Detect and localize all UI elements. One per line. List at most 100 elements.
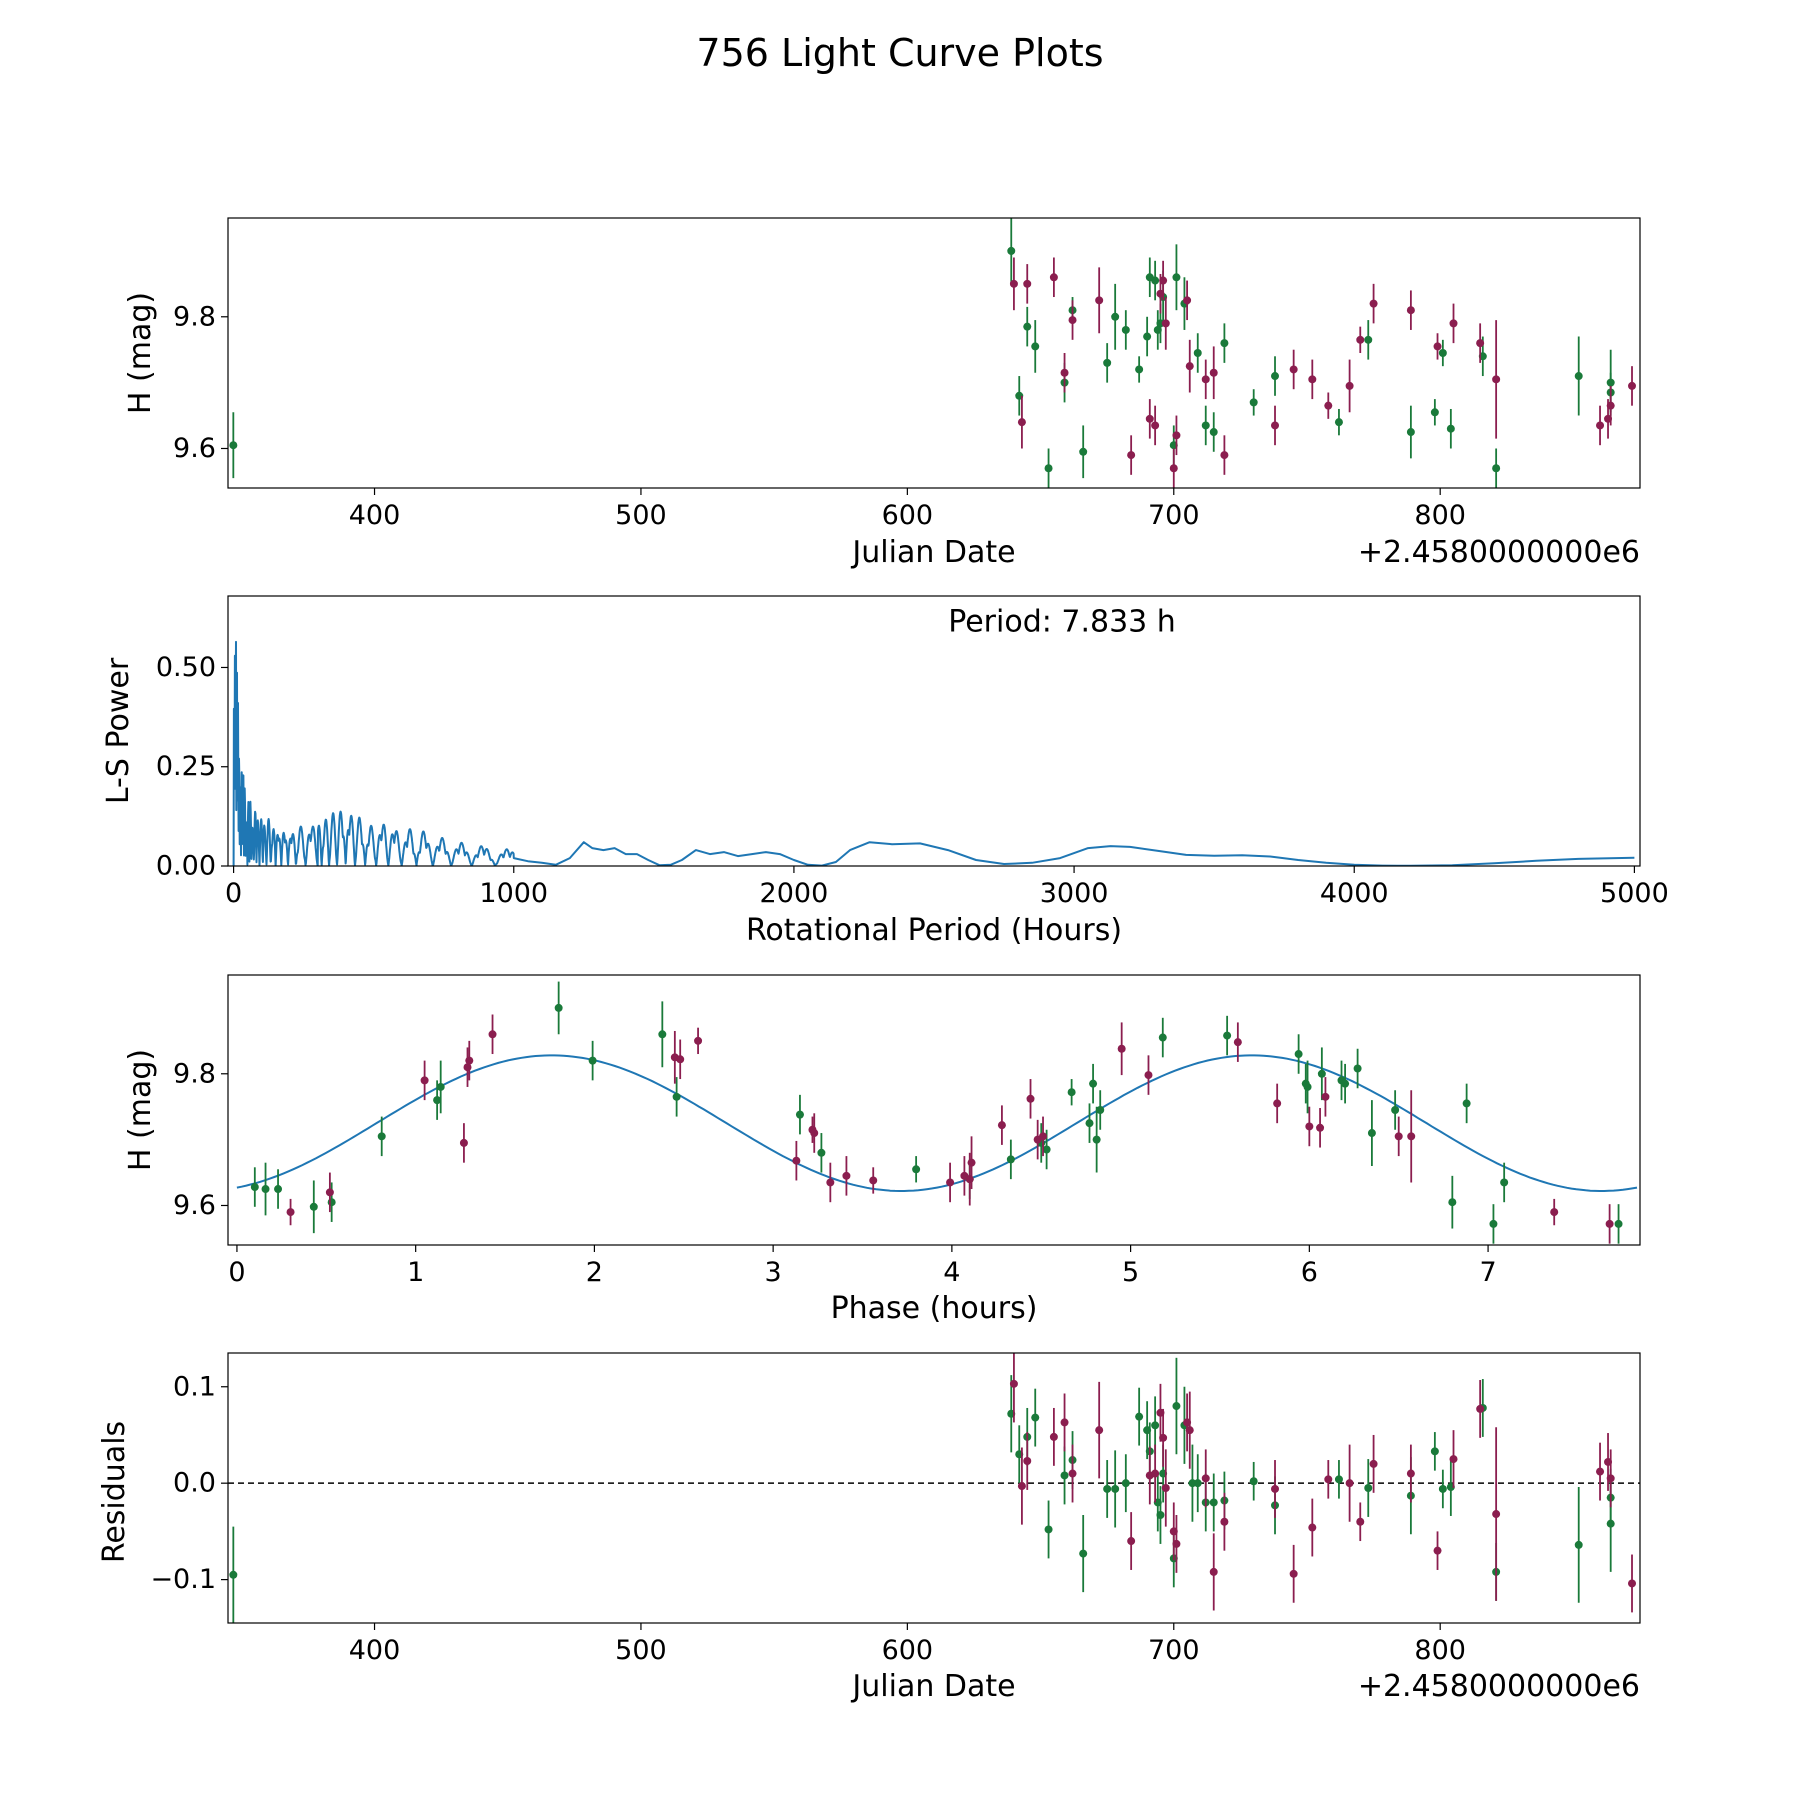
residuals-plot: [228, 1353, 1640, 1623]
phased-point-green: [1353, 1064, 1362, 1073]
period-annotation: Period: 7.833 h: [948, 605, 1176, 640]
phased-point-green: [1341, 1079, 1350, 1088]
residuals-point-maroon: [1159, 1433, 1168, 1442]
residuals-point-maroon: [1356, 1517, 1365, 1526]
phased-xtick-label: 5: [1122, 1257, 1139, 1288]
lightcurve-offset-text: +2.4580000000e6: [1358, 535, 1640, 570]
lightcurve-point-green: [1031, 342, 1040, 351]
periodogram-line: [232, 640, 1635, 866]
phased-point-green: [1367, 1129, 1376, 1138]
lightcurve-point-maroon: [1476, 339, 1485, 348]
lightcurve-point-green: [1209, 428, 1218, 437]
residuals-offset-text: +2.4580000000e6: [1358, 1669, 1640, 1704]
phased-point-green: [1089, 1079, 1098, 1088]
residuals-point-green: [1031, 1413, 1040, 1422]
residuals-point-green: [1193, 1479, 1202, 1488]
phased-point-green: [327, 1198, 336, 1207]
phased-point-green: [261, 1185, 270, 1194]
phased-xticks: 0 1 2 3 4 5 6 7: [228, 1245, 1497, 1288]
residuals-xtick-label: 500: [615, 1635, 667, 1666]
periodogram-yticks: 0.00 0.25 0.50: [156, 652, 228, 882]
phased-point-green: [436, 1082, 445, 1091]
residuals-xtick-label: 400: [349, 1635, 401, 1666]
periodogram-xtick-label: 4000: [1320, 878, 1389, 909]
phased-point-maroon: [676, 1055, 685, 1064]
residuals-ytick-label: 0.0: [173, 1468, 216, 1499]
residuals-point-maroon: [1017, 1482, 1026, 1491]
phased-point-maroon: [965, 1175, 974, 1184]
lightcurve-point-green: [1446, 424, 1455, 433]
lightcurve-point-maroon: [1596, 421, 1605, 430]
phased-point-green: [1489, 1219, 1498, 1228]
lightcurve-point-maroon: [1161, 319, 1170, 328]
lightcurve-point-green: [1143, 332, 1152, 341]
lightcurve-point-maroon: [1492, 375, 1501, 384]
residuals-point-maroon: [1151, 1469, 1160, 1478]
residuals-point-green: [1135, 1412, 1144, 1421]
phased-yticks: 9.6 9.8: [173, 1058, 228, 1221]
phased-point-maroon: [1394, 1132, 1403, 1141]
periodogram-xlabel: Rotational Period (Hours): [746, 913, 1122, 948]
residuals-point-green: [1430, 1447, 1439, 1456]
lightcurve-point-green: [1574, 372, 1583, 381]
lightcurve-point-maroon: [1127, 451, 1136, 460]
periodogram-xtick-label: 1000: [479, 878, 548, 909]
phased-point-green: [1006, 1155, 1015, 1164]
lightcurve-point-green: [1121, 325, 1130, 334]
residuals-point-maroon: [1185, 1426, 1194, 1435]
lightcurve-point-maroon: [1289, 365, 1298, 374]
residuals-point-maroon: [1628, 1579, 1637, 1588]
phased-point-maroon: [1407, 1132, 1416, 1141]
residuals-point-green: [1574, 1540, 1583, 1549]
residuals-point-green: [1151, 1421, 1160, 1430]
residuals-point-green: [1172, 1402, 1181, 1411]
lightcurve-xtick-label: 400: [349, 500, 401, 531]
phased-point-green: [658, 1030, 667, 1039]
phased-point-green: [1158, 1033, 1167, 1042]
residuals-point-maroon: [1369, 1459, 1378, 1468]
lightcurve-point-maroon: [1324, 401, 1333, 410]
lightcurve-point-green: [1111, 312, 1120, 321]
residuals-point-maroon: [1161, 1484, 1170, 1492]
phased-point-maroon: [946, 1178, 955, 1187]
phased-point-green: [1067, 1088, 1076, 1097]
residuals-frame: [227, 1352, 1641, 1624]
phased-point-maroon: [1026, 1094, 1035, 1103]
phased-point-green: [1303, 1082, 1312, 1091]
residuals-point-green: [1209, 1498, 1218, 1507]
phased-point-maroon: [286, 1208, 295, 1217]
residuals-point-green: [1249, 1477, 1258, 1486]
residuals-xticks: 400 500 600 700 800: [349, 1623, 1466, 1666]
lightcurve-panel: 400 500 600 700 800 9.6 9.8 Julian Date +2.45…: [123, 217, 1641, 570]
residuals-xtick-label: 700: [1148, 1635, 1200, 1666]
lightcurve-point-maroon: [1159, 276, 1168, 285]
phased-point-maroon: [488, 1030, 497, 1039]
residuals-xtick-label: 600: [882, 1635, 934, 1666]
phased-point-green: [554, 1003, 563, 1012]
periodogram-plot: [232, 640, 1635, 866]
residuals-yticks: −0.1 0.0 0.1: [150, 1371, 228, 1595]
phased-point-maroon: [1273, 1099, 1282, 1108]
periodogram-panel: 0 1000 2000 3000 4000 5000 0.00 0.25 0.50 Perio…: [101, 595, 1669, 948]
figure-title: 756 Light Curve Plots: [696, 31, 1103, 75]
phased-point-maroon: [1117, 1044, 1126, 1053]
phased-xtick-label: 7: [1479, 1257, 1496, 1288]
residuals-panel: 400 500 600 700 800 −0.1 0.0 0.1 Julian Date +…: [97, 1352, 1641, 1704]
phased-fit-curve: [236, 1054, 1638, 1192]
periodogram-xtick-label: 5000: [1600, 878, 1669, 909]
residuals-point-maroon: [1596, 1467, 1605, 1476]
residuals-xtick-label: 800: [1414, 1635, 1466, 1666]
periodogram-xtick-label: 0: [225, 878, 242, 909]
lightcurve-yticks: 9.6 9.8: [173, 301, 228, 464]
lightcurve-point-green: [1079, 447, 1088, 456]
lightcurve-point-maroon: [1060, 368, 1069, 377]
residuals-point-maroon: [1345, 1479, 1354, 1488]
phased-xtick-label: 4: [943, 1257, 960, 1288]
lightcurve-point-maroon: [1201, 375, 1210, 384]
residuals-point-green: [1103, 1484, 1112, 1493]
phased-point-green: [1391, 1106, 1400, 1114]
phased-point-green: [912, 1165, 921, 1174]
phased-point-maroon: [842, 1171, 851, 1180]
phased-point-maroon: [465, 1056, 474, 1065]
lightcurve-point-green: [1193, 349, 1202, 357]
